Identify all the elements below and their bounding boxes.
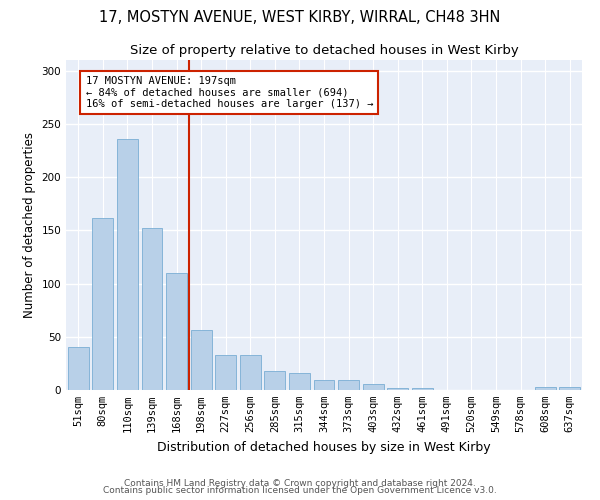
Bar [265,371,286,390]
Bar [559,387,580,390]
Title: Size of property relative to detached houses in West Kirby: Size of property relative to detached ho… [130,44,518,58]
Bar [314,380,334,390]
Bar [362,384,383,390]
Text: 17 MOSTYN AVENUE: 197sqm
← 84% of detached houses are smaller (694)
16% of semi-: 17 MOSTYN AVENUE: 197sqm ← 84% of detach… [86,76,373,109]
Bar [240,355,261,390]
Bar [215,355,236,390]
Bar [117,139,138,390]
Bar [535,387,556,390]
Bar [166,273,187,390]
Bar [387,388,408,390]
Bar [191,330,212,390]
Y-axis label: Number of detached properties: Number of detached properties [23,132,36,318]
Text: Contains HM Land Registry data © Crown copyright and database right 2024.: Contains HM Land Registry data © Crown c… [124,478,476,488]
Bar [289,373,310,390]
Bar [412,388,433,390]
X-axis label: Distribution of detached houses by size in West Kirby: Distribution of detached houses by size … [157,440,491,454]
Text: Contains public sector information licensed under the Open Government Licence v3: Contains public sector information licen… [103,486,497,495]
Bar [68,348,89,390]
Text: 17, MOSTYN AVENUE, WEST KIRBY, WIRRAL, CH48 3HN: 17, MOSTYN AVENUE, WEST KIRBY, WIRRAL, C… [100,10,500,25]
Bar [92,218,113,390]
Bar [142,228,163,390]
Bar [338,380,359,390]
